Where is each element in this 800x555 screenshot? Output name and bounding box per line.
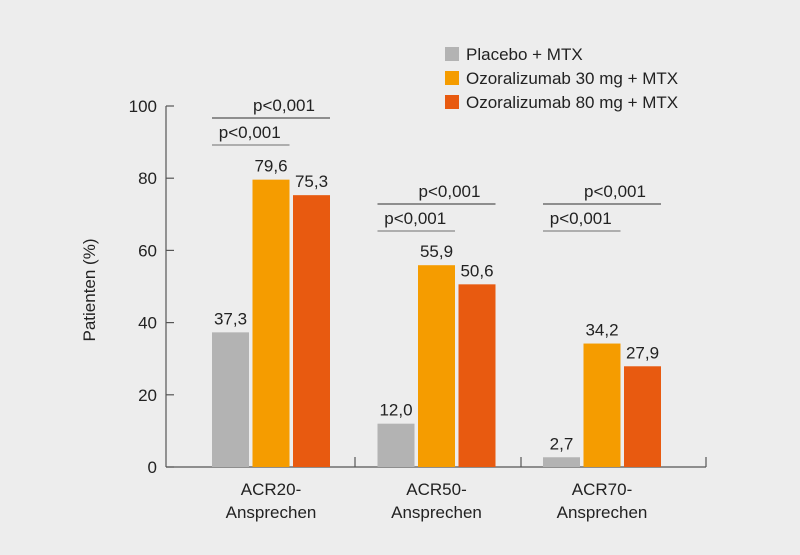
legend-label: Placebo + MTX [466, 45, 583, 64]
category-label: Ansprechen [226, 503, 317, 522]
category-label: Ansprechen [391, 503, 482, 522]
data-label: 27,9 [626, 343, 659, 362]
bar [377, 423, 415, 467]
data-label: 12,0 [379, 401, 412, 420]
data-label: 50,6 [460, 261, 493, 280]
bar [418, 265, 455, 467]
p-value-label: p<0,001 [253, 96, 315, 115]
legend-label: Ozoralizumab 30 mg + MTX [466, 69, 678, 88]
data-label: 55,9 [420, 242, 453, 261]
data-label: 37,3 [214, 309, 247, 328]
data-label: 79,6 [254, 157, 287, 176]
p-value-label: p<0,001 [550, 209, 612, 228]
data-label: 34,2 [585, 321, 618, 340]
y-tick-label: 40 [138, 314, 157, 333]
bar [212, 332, 249, 467]
bar [293, 195, 330, 468]
p-value-label: p<0,001 [384, 209, 446, 228]
y-tick-label: 80 [138, 169, 157, 188]
p-value-label: p<0,001 [219, 123, 281, 142]
category-label: ACR20- [241, 480, 301, 499]
y-tick-label: 20 [138, 386, 157, 405]
category-label: Ansprechen [557, 503, 648, 522]
bar [624, 366, 661, 467]
legend-swatch [445, 71, 459, 85]
bar [458, 284, 496, 467]
bar [583, 343, 621, 467]
y-axis-label: Patienten (%) [80, 239, 99, 342]
y-tick-label: 0 [148, 458, 157, 477]
data-label: 75,3 [295, 172, 328, 191]
y-tick-label: 60 [138, 241, 157, 260]
bar [252, 179, 290, 468]
legend-swatch [445, 47, 459, 61]
data-label: 2,7 [550, 434, 574, 453]
legend-swatch [445, 95, 459, 109]
legend-label: Ozoralizumab 80 mg + MTX [466, 93, 678, 112]
p-value-label: p<0,001 [419, 182, 481, 201]
bar [543, 457, 580, 467]
y-tick-label: 100 [129, 97, 157, 116]
category-label: ACR50- [406, 480, 466, 499]
p-value-label: p<0,001 [584, 182, 646, 201]
category-label: ACR70- [572, 480, 632, 499]
